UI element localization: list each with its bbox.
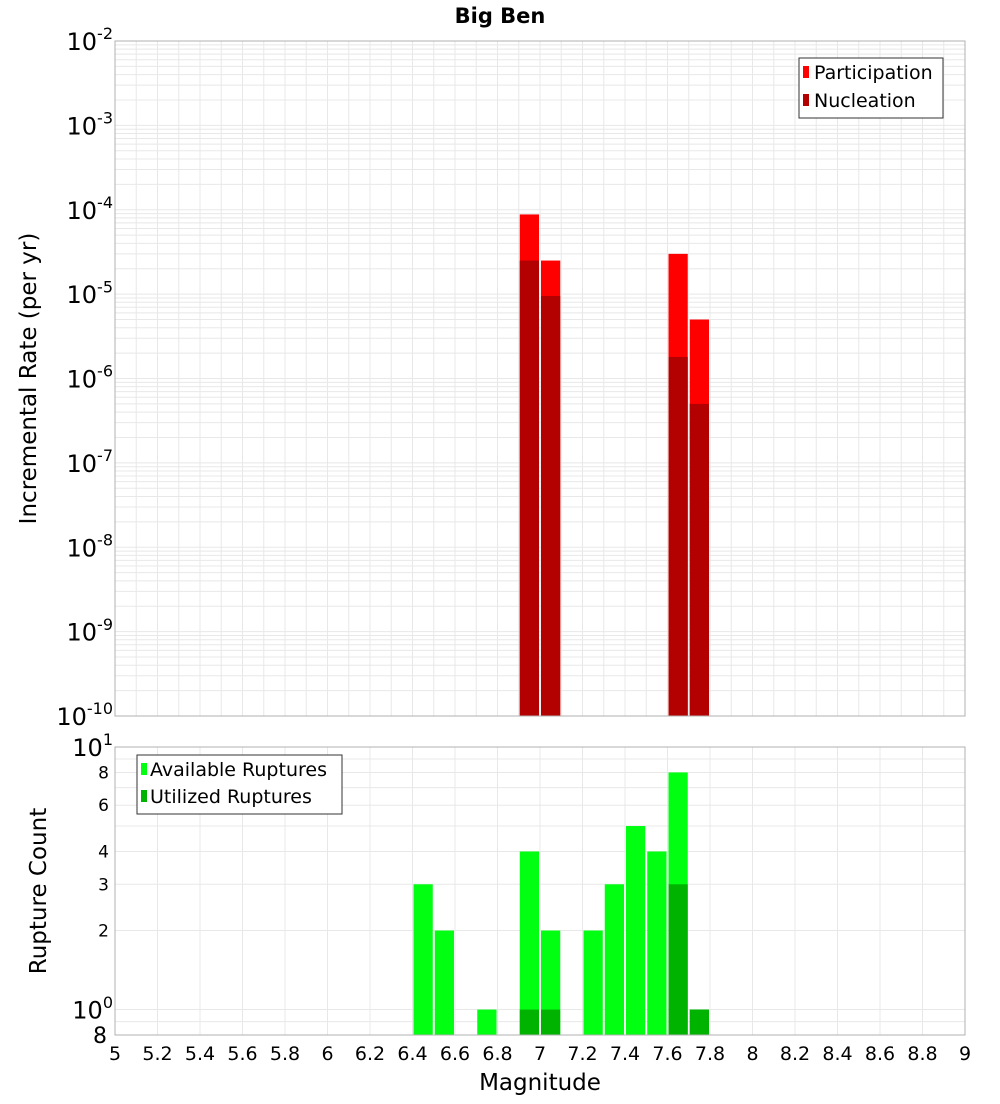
available-ruptures-bar	[604, 884, 624, 1035]
legend-label: Available Ruptures	[150, 759, 327, 781]
x-tick-label: 5.2	[142, 1043, 172, 1065]
legend-swatch	[803, 66, 809, 78]
rate-ytick-label: 10-9	[67, 615, 114, 647]
count-ytick-minor-label: 3	[98, 875, 109, 895]
x-axis-label: Magnitude	[479, 1070, 601, 1096]
count-ytick-bottom-label: 8	[93, 1024, 107, 1049]
utilized-ruptures-bar	[689, 1009, 709, 1035]
count-legend: Available Ruptures Utilized Ruptures	[136, 754, 343, 815]
count-ytick-minor-label: 8	[98, 763, 109, 783]
nucleation-bar	[689, 403, 709, 716]
x-tick-label: 5	[109, 1043, 121, 1065]
available-ruptures-bar	[647, 851, 667, 1035]
legend-label: Participation	[814, 62, 933, 84]
x-tick-label: 5.8	[270, 1043, 300, 1065]
available-ruptures-bar	[413, 884, 433, 1035]
x-tick-label: 6	[321, 1043, 333, 1065]
nucleation-bar	[519, 260, 539, 716]
rate-ytick-label: 10-10	[56, 699, 113, 731]
legend-swatch	[141, 790, 147, 802]
utilized-ruptures-bar	[668, 884, 688, 1035]
utilized-ruptures-bar	[519, 1009, 539, 1035]
rate-ytick-label: 10-4	[67, 193, 114, 225]
available-ruptures-bar	[477, 1009, 497, 1035]
count-ylabel: Rupture Count	[26, 808, 52, 974]
x-tick-label: 8.4	[822, 1043, 852, 1065]
x-tick-label: 7.4	[610, 1043, 640, 1065]
x-tick-label: 8	[746, 1043, 758, 1065]
rate-legend: Participation Nucleation	[798, 57, 944, 119]
count-ytick-minor-label: 6	[98, 796, 109, 816]
x-tick-label: 6.4	[397, 1043, 427, 1065]
x-tick-label: 7.8	[695, 1043, 725, 1065]
x-tick-label: 7.6	[652, 1043, 682, 1065]
count-ytick-label: 101	[72, 730, 113, 762]
count-legend-box	[136, 754, 343, 815]
x-tick-label: 6.6	[440, 1043, 470, 1065]
count-ytick-minor-label: 4	[98, 842, 109, 862]
rate-plot-frame	[114, 40, 966, 717]
nucleation-bar	[668, 356, 688, 716]
available-ruptures-bar	[541, 930, 561, 1035]
rate-ytick-label: 10-2	[67, 24, 114, 56]
x-tick-label: 8.2	[780, 1043, 810, 1065]
rate-ytick-label: 10-6	[67, 362, 114, 394]
available-ruptures-bar	[434, 930, 454, 1035]
count-plot-frame	[114, 746, 966, 1036]
rate-legend-box	[798, 57, 944, 119]
count-ytick-minor-label: 2	[98, 922, 109, 942]
rate-ytick-label: 10-7	[67, 446, 114, 478]
count-ytick-label: 100	[72, 993, 113, 1025]
utilized-ruptures-bar	[541, 1009, 561, 1035]
available-ruptures-bar	[519, 851, 539, 1035]
legend-label: Utilized Ruptures	[150, 786, 312, 808]
legend-swatch	[141, 763, 147, 775]
legend-swatch	[803, 94, 809, 106]
x-tick-label: 9	[959, 1043, 971, 1065]
x-tick-label: 6.2	[355, 1043, 385, 1065]
chart-title: Big Ben	[455, 4, 546, 28]
x-tick-label: 8.6	[865, 1043, 895, 1065]
x-tick-label: 7.2	[567, 1043, 597, 1065]
legend-label: Nucleation	[814, 90, 916, 112]
x-tick-label: 5.6	[227, 1043, 257, 1065]
available-ruptures-bar	[626, 826, 646, 1035]
rate-ytick-label: 10-3	[67, 109, 114, 141]
nucleation-bar	[541, 296, 561, 716]
rate-ytick-label: 10-5	[67, 277, 114, 309]
x-tick-label: 7	[534, 1043, 546, 1065]
available-ruptures-bar	[583, 930, 603, 1035]
x-tick-label: 5.4	[185, 1043, 215, 1065]
rate-ylabel: Incremental Rate (per yr)	[16, 233, 42, 525]
rate-ytick-label: 10-8	[67, 530, 114, 562]
x-tick-label: 6.8	[482, 1043, 512, 1065]
x-tick-label: 8.8	[907, 1043, 937, 1065]
rate-plot-grid	[114, 41, 966, 717]
